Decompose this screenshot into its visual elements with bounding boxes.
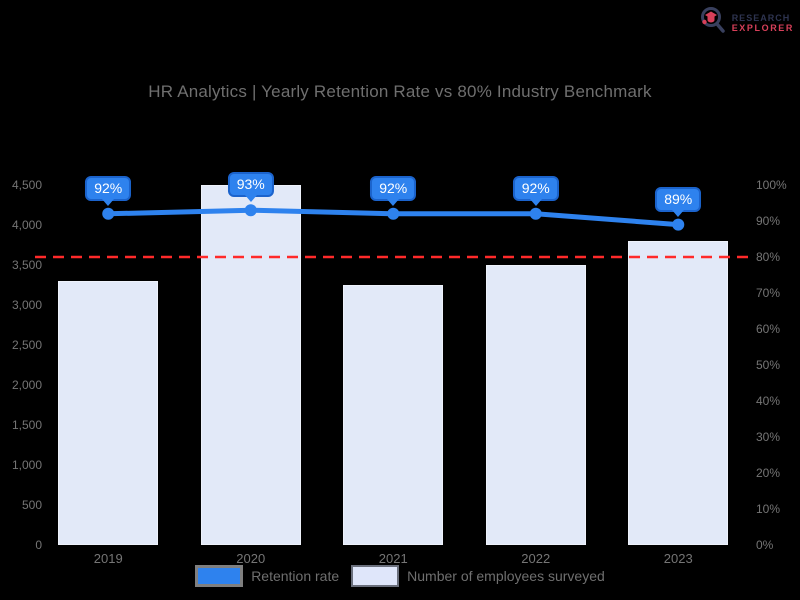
right-axis-tick: 10% xyxy=(756,502,781,516)
brand-logo: RESEARCH EXPLORER xyxy=(698,5,794,40)
right-axis-tick: 40% xyxy=(756,394,781,408)
bar-2020 xyxy=(200,185,301,545)
right-axis-tick: 70% xyxy=(756,286,781,300)
left-axis-tick: 3,500 xyxy=(11,258,42,272)
left-axis-tick: 4,500 xyxy=(11,178,42,192)
left-axis-tick: 1,000 xyxy=(11,458,42,472)
line-marker xyxy=(102,207,115,220)
bar-2023 xyxy=(628,241,729,545)
magnifier-logo-icon xyxy=(698,5,728,40)
point-badge-2022: 92% xyxy=(512,175,559,201)
right-axis-tick: 90% xyxy=(756,214,781,228)
bar-2019 xyxy=(58,281,159,545)
point-badge-2021: 92% xyxy=(370,175,417,201)
right-axis-tick: 80% xyxy=(756,250,781,264)
legend: Retention rate Number of employees surve… xyxy=(0,565,800,587)
brand-line2: EXPLORER xyxy=(731,22,794,33)
right-axis-tick: 50% xyxy=(756,358,781,372)
left-axis-tick: 3,000 xyxy=(11,298,42,312)
line-marker xyxy=(387,207,400,220)
x-axis-label-2022: 2022 xyxy=(521,551,551,566)
left-axis-tick: 4,000 xyxy=(11,218,42,232)
left-axis-tick: 1,500 xyxy=(11,418,42,432)
line-markers xyxy=(102,204,685,231)
right-axis-tick: 20% xyxy=(756,466,781,480)
x-axis-label-2023: 2023 xyxy=(663,551,693,566)
legend-item-employees-surveyed: Number of employees surveyed xyxy=(351,565,605,587)
brand-line1: RESEARCH xyxy=(731,12,791,23)
left-axis-tick: 2,500 xyxy=(11,338,42,352)
left-axis-tick: 2,000 xyxy=(11,378,42,392)
right-axis-tick: 0% xyxy=(756,538,774,552)
left-axis-tick: 500 xyxy=(21,498,42,512)
x-axis-label-2021: 2021 xyxy=(378,551,408,566)
line-marker xyxy=(672,218,685,231)
chart-title: HR Analytics | Yearly Retention Rate vs … xyxy=(148,82,652,101)
x-axis-label-2019: 2019 xyxy=(93,551,123,566)
right-axis-tick: 100% xyxy=(756,178,787,192)
bar-2022 xyxy=(485,265,586,545)
legend-label: Retention rate xyxy=(251,568,340,584)
legend-item-retention-rate: Retention rate xyxy=(195,565,339,587)
point-badge-2019: 92% xyxy=(85,175,132,201)
line-marker xyxy=(244,204,257,217)
line-marker xyxy=(529,207,542,220)
right-axis-tick: 30% xyxy=(756,430,781,444)
point-badge-2020: 93% xyxy=(227,172,274,198)
left-axis-tick: 0 xyxy=(35,538,42,552)
x-axis-label-2020: 2020 xyxy=(236,551,266,566)
right-axis-tick: 60% xyxy=(756,322,781,336)
point-badge-2023: 89% xyxy=(655,186,702,212)
legend-label: Number of employees surveyed xyxy=(407,568,605,584)
legend-swatch-blue xyxy=(195,565,244,587)
legend-swatch-lavender xyxy=(351,565,400,587)
brand-name: RESEARCH EXPLORER xyxy=(732,13,794,33)
bar-2021 xyxy=(343,285,444,545)
